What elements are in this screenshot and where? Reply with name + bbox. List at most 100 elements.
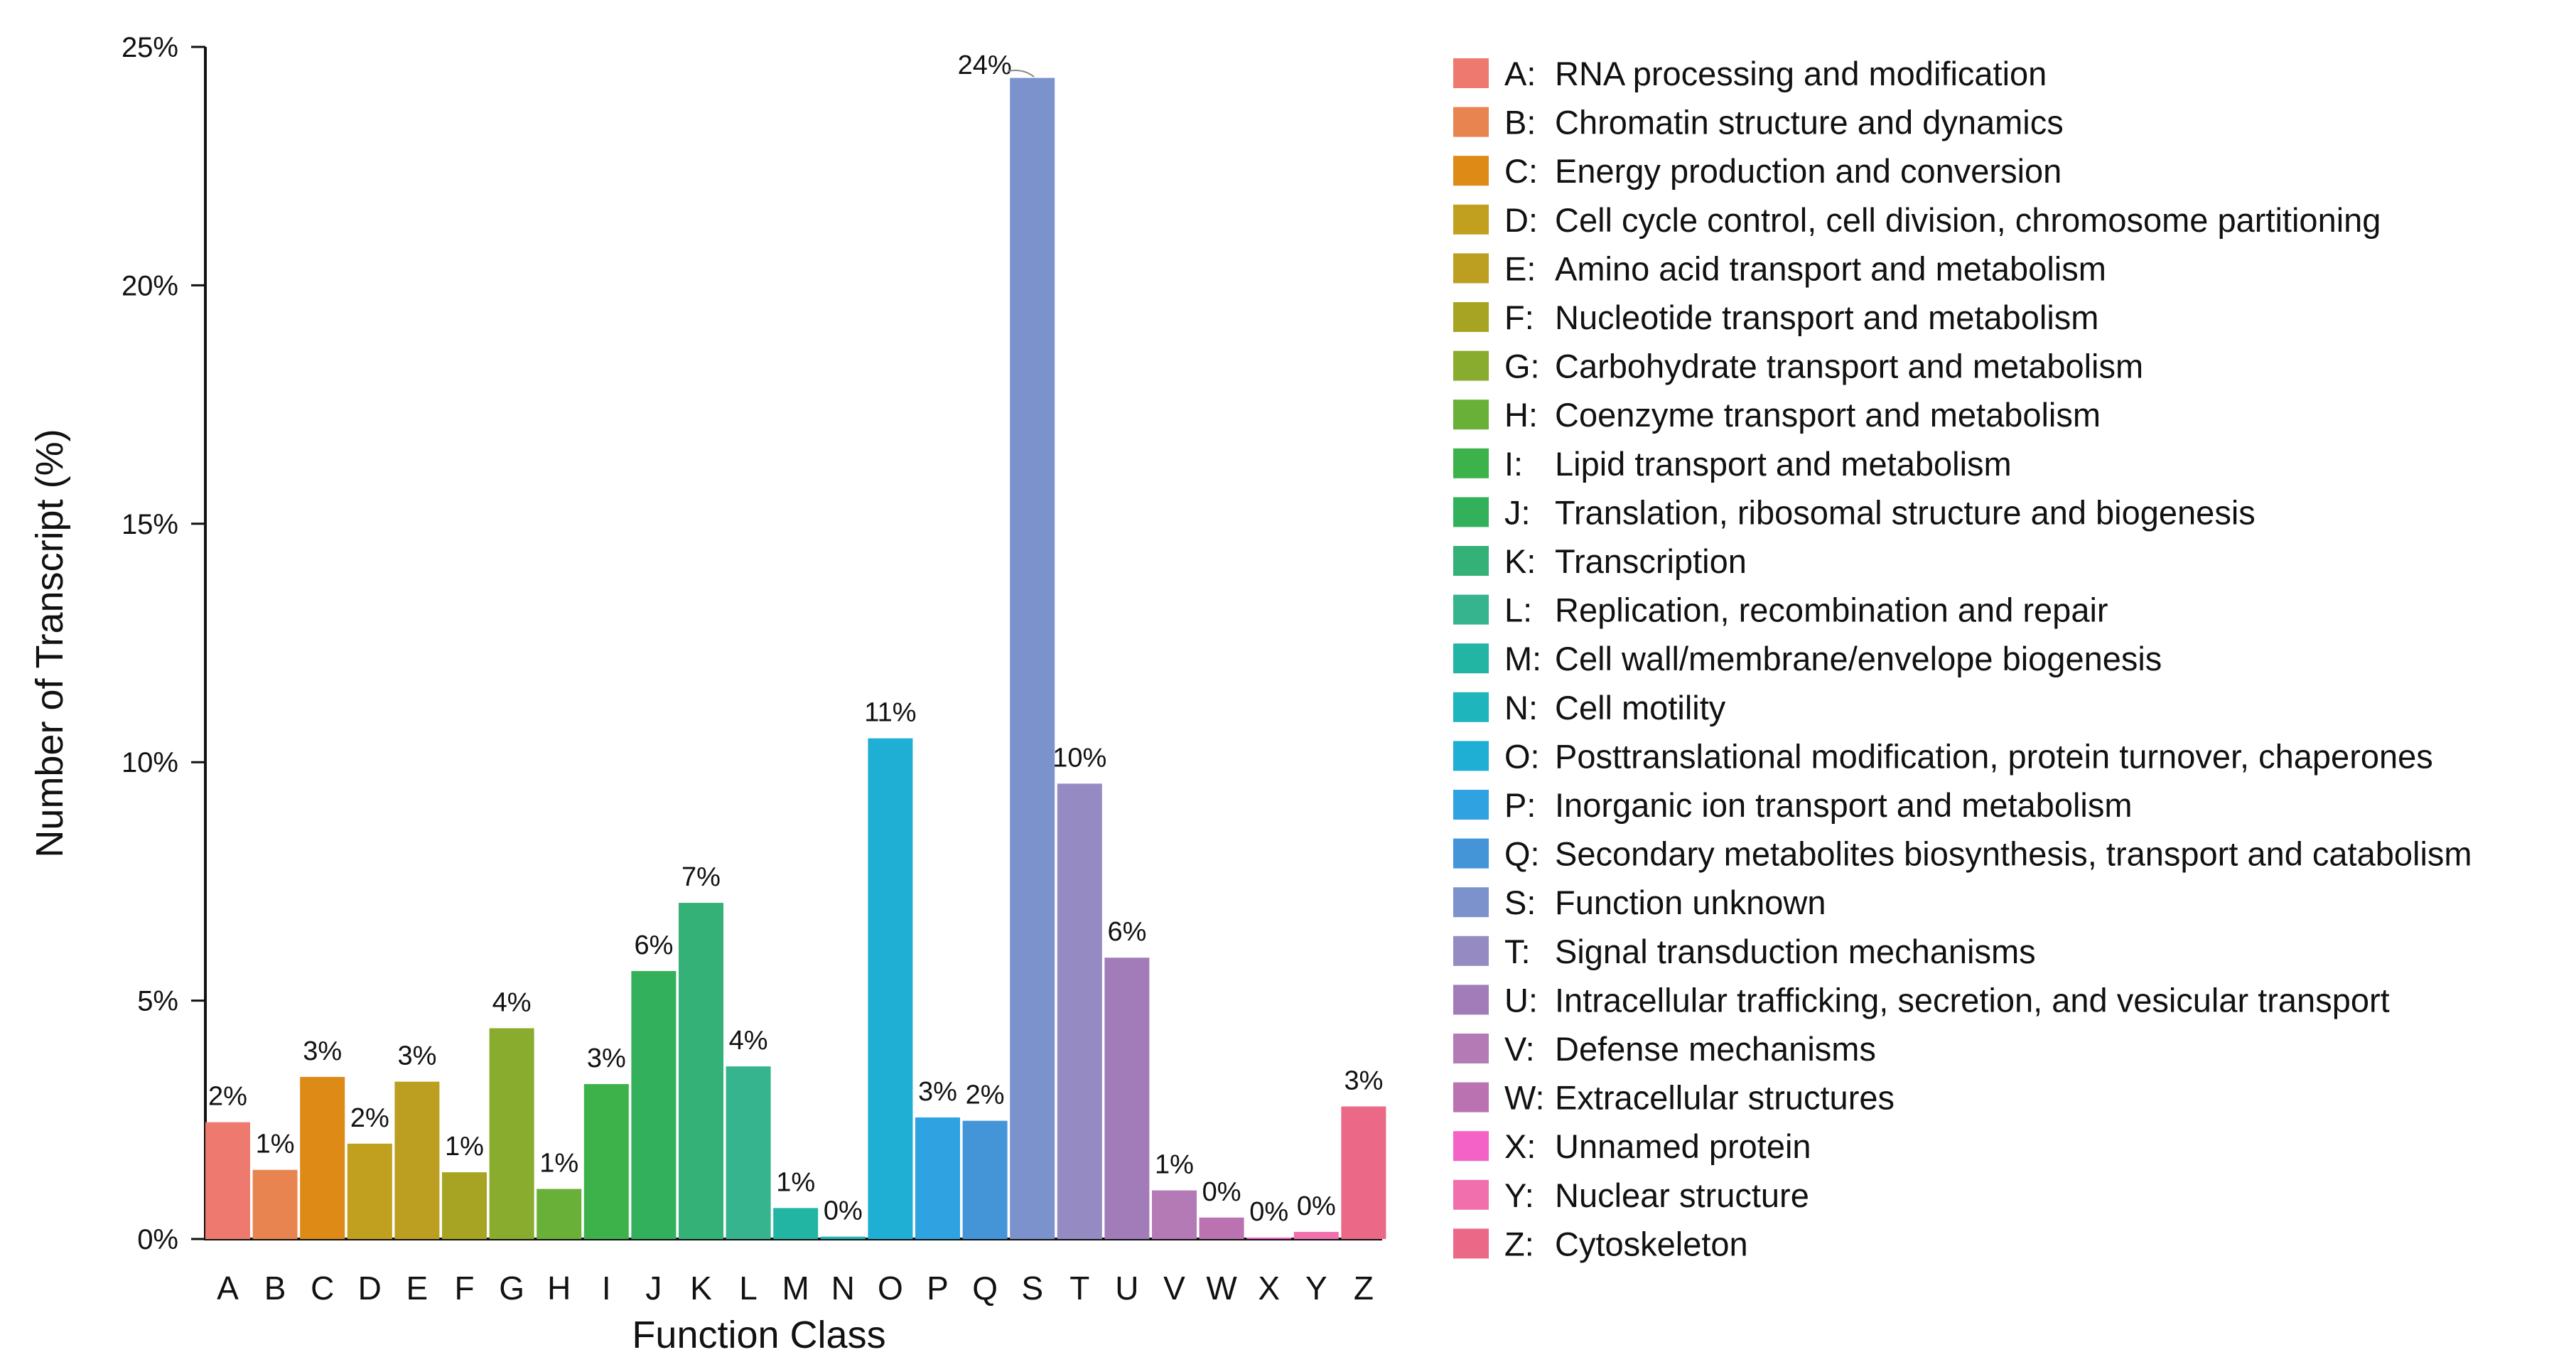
legend-letter: E: — [1504, 250, 1536, 287]
legend-swatch — [1453, 741, 1489, 771]
bar-f — [442, 1172, 487, 1239]
bar-data-labels: 2% 1% 3% 2% 3% 1% 4% 1% 3% 6% 7% 4% 1% 0% 11% 3% 2% 24% 10… — [208, 50, 1383, 1227]
legend-letter: T: — [1504, 933, 1531, 970]
legend-item-s: S: Function unknown — [1453, 884, 1826, 921]
legend-letter: Q: — [1504, 835, 1540, 873]
legend-label: Inorganic ion transport and metabolism — [1555, 786, 2133, 824]
x-tick-label-h: H — [547, 1270, 571, 1307]
y-axis-title: Number of Transcript (%) — [28, 429, 71, 857]
legend-label: RNA processing and modification — [1555, 55, 2047, 92]
bar-s — [1010, 77, 1055, 1239]
legend-label: Lipid transport and metabolism — [1555, 445, 2012, 483]
bar-label-f: 1% — [445, 1132, 484, 1162]
legend-swatch — [1453, 1034, 1489, 1063]
legend-item-b: B: Chromatin structure and dynamics — [1453, 104, 2064, 141]
legend-letter: B: — [1504, 104, 1536, 141]
legend-swatch — [1453, 350, 1489, 381]
y-tick-label: 5% — [137, 986, 178, 1017]
x-tick-label-w: W — [1206, 1270, 1237, 1307]
x-tick-label-j: J — [645, 1270, 662, 1307]
legend-label: Function unknown — [1555, 884, 1826, 921]
legend-label: Amino acid transport and metabolism — [1555, 250, 2106, 287]
legend-swatch — [1453, 497, 1489, 527]
legend-letter: K: — [1504, 542, 1536, 580]
legend-item-h: H: Coenzyme transport and metabolism — [1453, 396, 2101, 434]
bar-n — [820, 1236, 866, 1239]
bar-e — [394, 1081, 440, 1239]
bar-label-x: 0% — [1249, 1197, 1288, 1227]
bar-label-e: 3% — [397, 1041, 436, 1071]
legend-swatch — [1453, 643, 1489, 674]
legend-item-i: I: Lipid transport and metabolism — [1453, 445, 2012, 483]
x-tick-label-o: O — [878, 1270, 903, 1307]
x-tick-label-v: V — [1163, 1270, 1185, 1307]
bar-label-t: 10% — [1052, 743, 1106, 773]
legend-label: Extracellular structures — [1555, 1079, 1895, 1117]
x-tick-label-c: C — [311, 1270, 334, 1307]
bar-label-d: 2% — [350, 1103, 389, 1133]
legend-item-q: Q: Secondary metabolites biosynthesis, tr… — [1453, 835, 2472, 873]
bar-label-i: 3% — [587, 1044, 626, 1073]
legend-letter: Z: — [1504, 1225, 1534, 1262]
bar-d — [347, 1143, 392, 1239]
x-tick-label-l: L — [739, 1270, 758, 1307]
y-tick-label: 20% — [122, 270, 178, 301]
legend-swatch — [1453, 985, 1489, 1015]
bar-h — [537, 1189, 582, 1239]
bar-label-k: 7% — [681, 862, 721, 892]
bar-b — [252, 1169, 298, 1239]
bar-label-u: 6% — [1107, 917, 1146, 947]
legend-letter: C: — [1504, 152, 1538, 190]
legend-label: Cell motility — [1555, 689, 1726, 726]
legend-item-m: M: Cell wall/membrane/envelope biogenesis — [1453, 640, 2162, 677]
x-tick-label-m: M — [782, 1270, 809, 1307]
legend-swatch — [1453, 302, 1489, 332]
legend-label: Chromatin structure and dynamics — [1555, 104, 2064, 141]
bar-label-z: 3% — [1344, 1066, 1383, 1096]
legend-item-f: F: Nucleotide transport and metabolism — [1453, 299, 2098, 336]
bar-m — [773, 1208, 819, 1239]
legend-swatch — [1453, 838, 1489, 869]
legend-swatch — [1453, 400, 1489, 430]
legend-letter: J: — [1504, 493, 1531, 531]
bar-label-m: 1% — [776, 1167, 815, 1197]
legend-letter: Y: — [1504, 1176, 1534, 1214]
bar-label-v: 1% — [1155, 1150, 1194, 1180]
legend-item-d: D: Cell cycle control, cell division, chr… — [1453, 201, 2381, 239]
bar-k — [679, 903, 723, 1239]
bar-label-q: 2% — [966, 1081, 1005, 1110]
legend-letter: S: — [1504, 884, 1536, 921]
y-tick-label: 25% — [122, 32, 178, 63]
legend-swatch — [1453, 935, 1489, 966]
bar-label-p: 3% — [918, 1077, 957, 1107]
legend-item-z: Z: Cytoskeleton — [1453, 1225, 1748, 1262]
legend-letter: L: — [1504, 591, 1532, 629]
legend-letter: H: — [1504, 396, 1538, 434]
y-tick-label: 0% — [137, 1224, 178, 1255]
legend-letter: I: — [1504, 445, 1523, 483]
bar-v — [1152, 1190, 1197, 1239]
bar-a — [205, 1122, 250, 1239]
bar-label-g: 4% — [492, 988, 532, 1018]
legend-letter: N: — [1504, 689, 1538, 726]
legend-item-u: U: Intracellular trafficking, secretion, … — [1453, 981, 2390, 1019]
legend-swatch — [1453, 1228, 1489, 1259]
x-tick-label-q: Q — [972, 1270, 998, 1307]
legend-swatch — [1453, 594, 1489, 625]
legend-letter: X: — [1504, 1127, 1536, 1165]
legend-swatch — [1453, 253, 1489, 284]
y-tick-label: 15% — [122, 509, 178, 540]
legend-label: Cell wall/membrane/envelope biogenesis — [1555, 640, 2162, 677]
legend-label: Cytoskeleton — [1555, 1225, 1748, 1262]
legend-label: Intracellular trafficking, secretion, an… — [1555, 981, 2390, 1019]
legend-item-y: Y: Nuclear structure — [1453, 1176, 1809, 1214]
x-tick-label-t: T — [1069, 1270, 1089, 1307]
bar-g — [489, 1028, 534, 1239]
bar-label-n: 0% — [824, 1196, 863, 1226]
bar-p — [915, 1117, 960, 1239]
legend-swatch — [1453, 107, 1489, 137]
legend-item-a: A: RNA processing and modification — [1453, 55, 2047, 92]
legend-letter: M: — [1504, 640, 1541, 677]
legend-label: Signal transduction mechanisms — [1555, 933, 2036, 970]
